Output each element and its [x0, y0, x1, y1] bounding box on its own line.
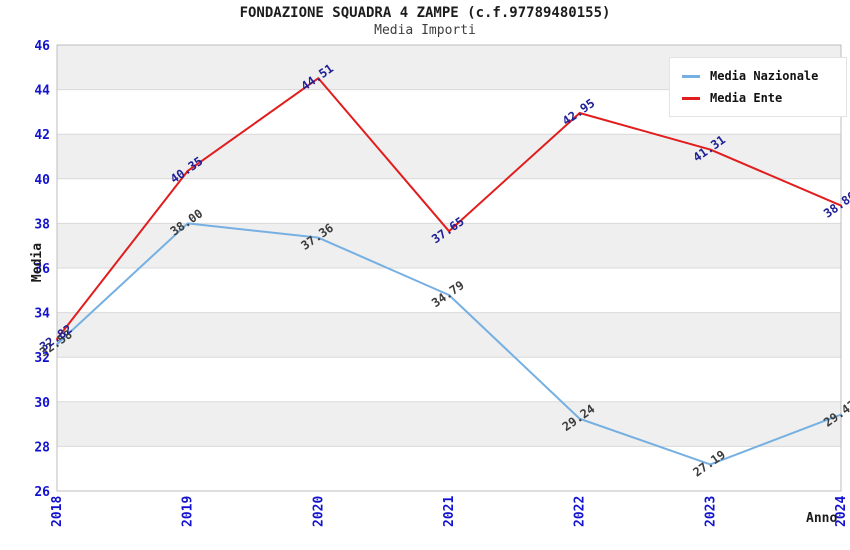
legend-item-media-nazionale: Media Nazionale: [682, 65, 836, 87]
y-tick-label: 26: [34, 485, 50, 500]
line: [56, 77, 842, 340]
y-tick-label: 44: [34, 84, 50, 99]
x-axis-title: Anno: [806, 511, 838, 526]
y-tick-label: 34: [34, 307, 50, 322]
legend-label: Media Ente: [710, 91, 783, 105]
x-tick-label: 2023: [703, 496, 718, 527]
x-tick-labels: 2018 2019 2020 2021 2022 2023 2024: [50, 496, 849, 527]
band: [57, 268, 841, 313]
series-line-media-nazionale: [56, 222, 842, 466]
x-tick-label: 2024: [834, 496, 849, 527]
band: [57, 357, 841, 402]
chart-title: FONDAZIONE SQUADRA 4 ZAMPE (c.f.97789480…: [239, 5, 611, 21]
legend-line-swatch-ente: [682, 96, 700, 100]
y-tick-label: 38: [34, 217, 50, 232]
y-tick-label: 32: [34, 351, 50, 366]
legend-line-swatch-nazionale: [682, 74, 700, 78]
x-tick-label: 2022: [573, 496, 588, 527]
y-tick-label: 40: [34, 173, 50, 188]
band: [57, 178, 841, 224]
y-tick-label: 46: [34, 39, 50, 54]
x-tick-label: 2018: [50, 496, 65, 527]
band: [57, 312, 841, 358]
chart-subtitle: Media Importi: [374, 23, 476, 38]
x-tick-label: 2020: [311, 496, 326, 527]
legend: Media Nazionale Media Ente: [669, 57, 847, 117]
y-tick-label: 28: [34, 440, 50, 455]
x-tick-label: 2019: [181, 496, 196, 527]
y-axis-title: Media: [30, 242, 46, 283]
y-tick-label: 42: [34, 128, 50, 143]
plot-border: [56, 44, 842, 492]
y-tick-labels: 26 28 30 32 34 36 38 40 42 44 46: [34, 39, 50, 500]
x-tick-label: 2021: [442, 496, 457, 527]
legend-item-media-ente: Media Ente: [682, 87, 836, 109]
y-tick-label: 30: [34, 396, 50, 411]
legend-label: Media Nazionale: [710, 69, 819, 83]
y-tick-label: 36: [34, 262, 50, 277]
band: [57, 401, 841, 447]
series-line-media-ente: [56, 77, 842, 340]
line: [56, 222, 842, 466]
band: [57, 446, 841, 491]
